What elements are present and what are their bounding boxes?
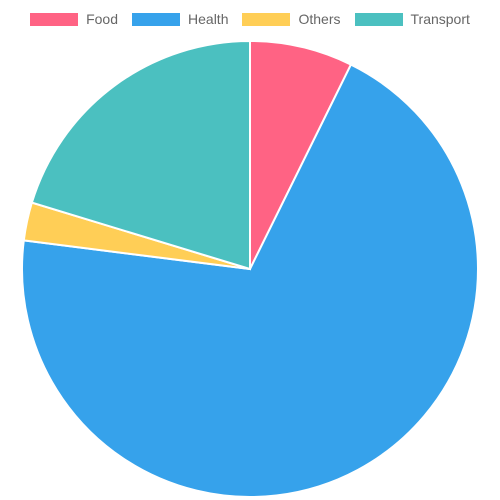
legend-label-health: Health xyxy=(188,11,229,27)
legend-label-food: Food xyxy=(86,11,119,27)
legend-item-transport[interactable]: Transport xyxy=(354,11,470,27)
legend-swatch-food xyxy=(30,12,79,26)
legend-item-health[interactable]: Health xyxy=(132,11,228,27)
legend-label-transport: Transport xyxy=(410,11,470,27)
legend-label-others: Others xyxy=(298,11,341,27)
legend-item-others[interactable]: Others xyxy=(242,11,341,27)
legend-swatch-transport xyxy=(354,12,403,26)
pie-slice-food[interactable] xyxy=(249,39,353,270)
pie-slice-transport[interactable] xyxy=(30,39,251,271)
legend-swatch-health xyxy=(132,12,181,26)
pie-slice-health[interactable] xyxy=(21,63,479,499)
chart-legend: Food Health Others Transport xyxy=(0,9,500,29)
legend-swatch-others xyxy=(242,12,291,26)
legend-item-food[interactable]: Food xyxy=(30,11,118,27)
